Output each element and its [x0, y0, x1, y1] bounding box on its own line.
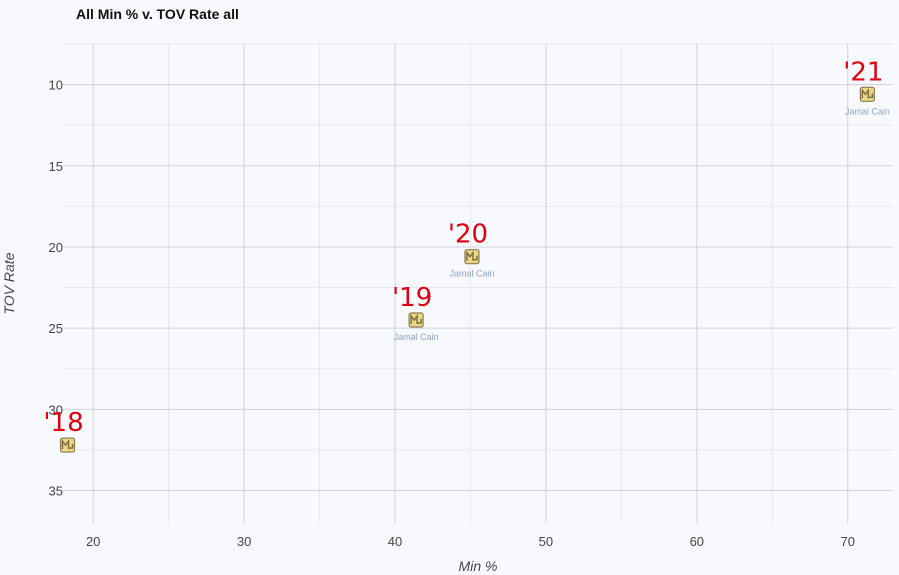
- grid: [63, 43, 893, 523]
- year-annotation: '21: [843, 57, 883, 87]
- logo-icon: [466, 250, 478, 261]
- data-point: Jamal Cain '19: [392, 283, 439, 342]
- x-axis-title: Min %: [459, 558, 498, 574]
- x-tick-label: 20: [86, 534, 100, 549]
- data-point: Jamal Cain '20: [448, 220, 495, 279]
- data-point: Jamal Cain '21: [843, 57, 890, 116]
- y-axis-ticks: 10 15 20 25 30 35: [49, 78, 63, 499]
- y-tick-label: 20: [49, 240, 63, 255]
- point-label: Jamal Cain: [449, 269, 494, 279]
- year-annotation: '18: [43, 408, 83, 438]
- logo-icon: [410, 313, 422, 325]
- year-annotation: '20: [448, 220, 488, 250]
- x-tick-label: 40: [388, 534, 402, 549]
- x-tick-label: 30: [237, 534, 251, 549]
- x-tick-label: 70: [840, 534, 854, 549]
- x-tick-label: 50: [539, 534, 553, 549]
- year-annotation: '19: [392, 283, 432, 313]
- data-points: '18 Jamal Cain '19 Jamal Cain '20 Jamal Cain '…: [43, 57, 890, 453]
- chart-title: All Min % v. TOV Rate all: [76, 6, 239, 22]
- point-label: Jamal Cain: [394, 332, 439, 342]
- logo-icon: [61, 438, 74, 450]
- x-tick-label: 60: [690, 534, 704, 549]
- logo-icon: [861, 88, 874, 99]
- data-point: '18: [43, 408, 84, 453]
- y-tick-label: 30: [49, 402, 63, 417]
- point-label: Jamal Cain: [845, 106, 890, 116]
- y-tick-label: 35: [49, 484, 63, 499]
- y-axis-title: TOV Rate: [1, 252, 17, 314]
- y-tick-label: 10: [49, 78, 63, 93]
- x-axis-ticks: 20 30 40 50 60 70: [86, 534, 855, 549]
- y-tick-label: 15: [49, 159, 63, 174]
- y-tick-label: 25: [49, 321, 63, 336]
